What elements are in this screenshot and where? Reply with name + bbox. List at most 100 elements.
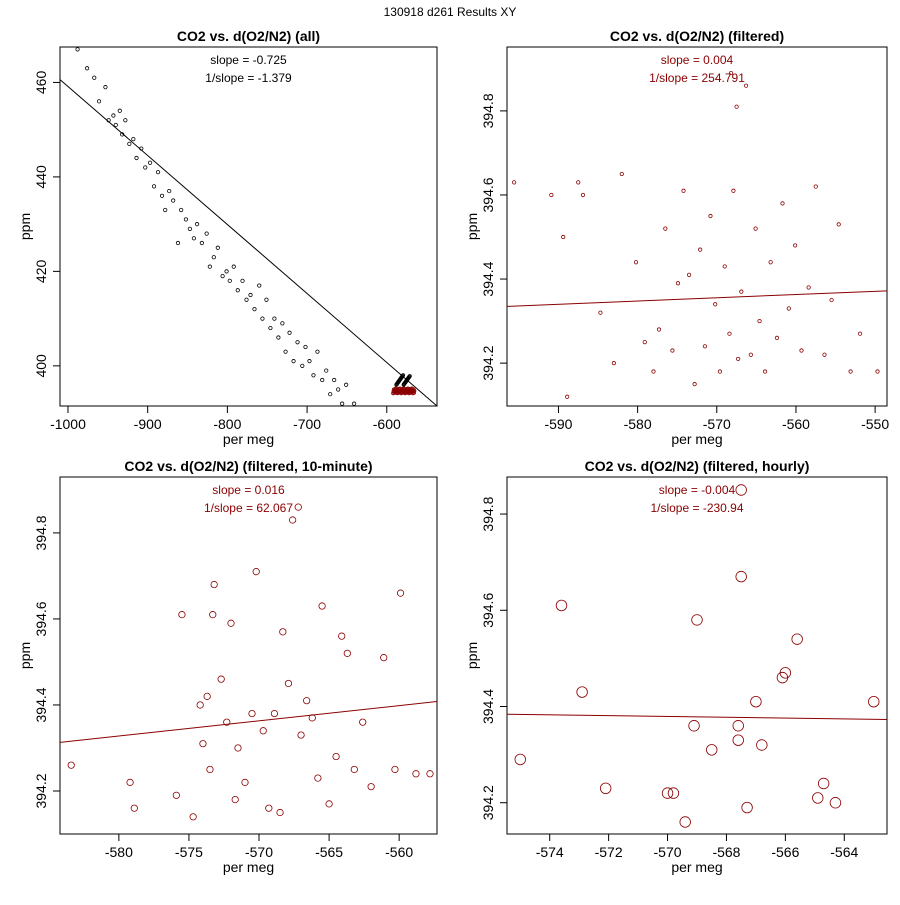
data-point [291,359,296,364]
data-point [332,377,337,383]
x-axis-label: per meg [671,859,722,875]
data-point [565,394,570,399]
data-point [727,331,732,336]
y-tick-label: 440 [33,165,49,189]
data-point [344,382,349,387]
data-point [779,667,792,679]
data-point [642,340,647,345]
data-point [817,777,830,790]
data-point [728,70,734,76]
data-point [598,310,603,315]
data-point [234,744,242,752]
data-point [348,421,351,424]
data-point [311,373,316,378]
plot-area [60,503,437,821]
data-point [289,516,297,524]
plot-frame [506,46,888,407]
data-point [203,692,211,700]
data-point [295,340,300,345]
data-point [151,184,157,189]
data-point [391,449,394,452]
data-point [555,599,568,612]
data-point [675,281,681,286]
data-point [340,401,345,406]
data-point [241,778,249,786]
data-point [407,374,412,379]
chart-title: CO2 vs. d(O2/N2) (filtered, hourly) [585,458,810,474]
slope-annotation: 1/slope = -230.94 [650,501,743,515]
data-point [380,454,383,457]
data-point [352,401,357,406]
data-point [252,568,260,576]
slope-annotation: slope = -0.004 [659,483,736,497]
data-point [179,207,184,213]
x-tick-label: -700 [293,416,321,432]
data-point [753,226,758,231]
data-point [799,348,804,353]
data-point [411,478,414,481]
data-point [171,198,176,203]
x-tick-label: -580 [105,844,133,860]
data-point [688,720,700,732]
data-point [268,325,273,331]
data-point [84,66,90,71]
data-point [359,718,367,726]
regression-line [60,701,437,743]
x-tick-label: -568 [712,844,740,860]
data-point [512,180,517,185]
data-point [633,260,639,265]
data-point [360,435,363,438]
data-point [264,297,269,302]
y-tick-label: 394.8 [480,93,496,128]
data-point [396,589,405,597]
x-tick-label: -564 [830,844,858,860]
data-point [576,686,588,698]
data-point [300,363,305,368]
y-axis-label: ppm [464,642,480,669]
x-axis-label: per meg [223,431,274,447]
x-tick-label: -570 [703,416,731,432]
data-point [172,791,180,799]
data-point [224,269,229,274]
chart-panel-3: CO2 vs. d(O2/N2) (filtered, 10-minute) -5… [17,458,438,875]
data-point [741,801,753,814]
x-tick-label: -580 [624,416,652,432]
slope-annotation: 1/slope = 254.791 [649,71,745,85]
data-point [75,47,80,52]
y-axis-label: ppm [17,642,33,669]
data-point [412,388,417,393]
regression-line [507,713,887,720]
data-point [686,272,692,277]
x-tick-label: -574 [536,844,564,860]
data-point [364,411,367,414]
data-point [227,278,232,283]
y-tick-label: 394.2 [480,345,496,380]
x-tick-label: -560 [782,416,810,432]
plot-area [507,70,887,399]
data-point [217,675,225,683]
data-point [651,369,656,374]
data-point [367,783,375,791]
data-point [681,188,686,193]
y-tick-label: 400 [33,354,49,378]
data-point [231,795,239,804]
data-point [199,240,204,246]
data-point [372,440,375,443]
data-point [748,352,753,357]
data-point [117,108,122,113]
data-point [599,782,612,794]
y-tick-label: 394.6 [33,601,49,636]
data-point [561,234,566,240]
data-point [822,352,827,357]
data-point [131,137,136,142]
data-point [743,83,749,88]
y-tick-label: 394.6 [480,593,496,628]
data-point [111,113,116,118]
data-point [257,283,262,288]
data-point [756,739,768,751]
data-point [248,292,253,298]
data-point [67,761,75,769]
data-point [194,222,200,227]
data-point [252,307,257,312]
